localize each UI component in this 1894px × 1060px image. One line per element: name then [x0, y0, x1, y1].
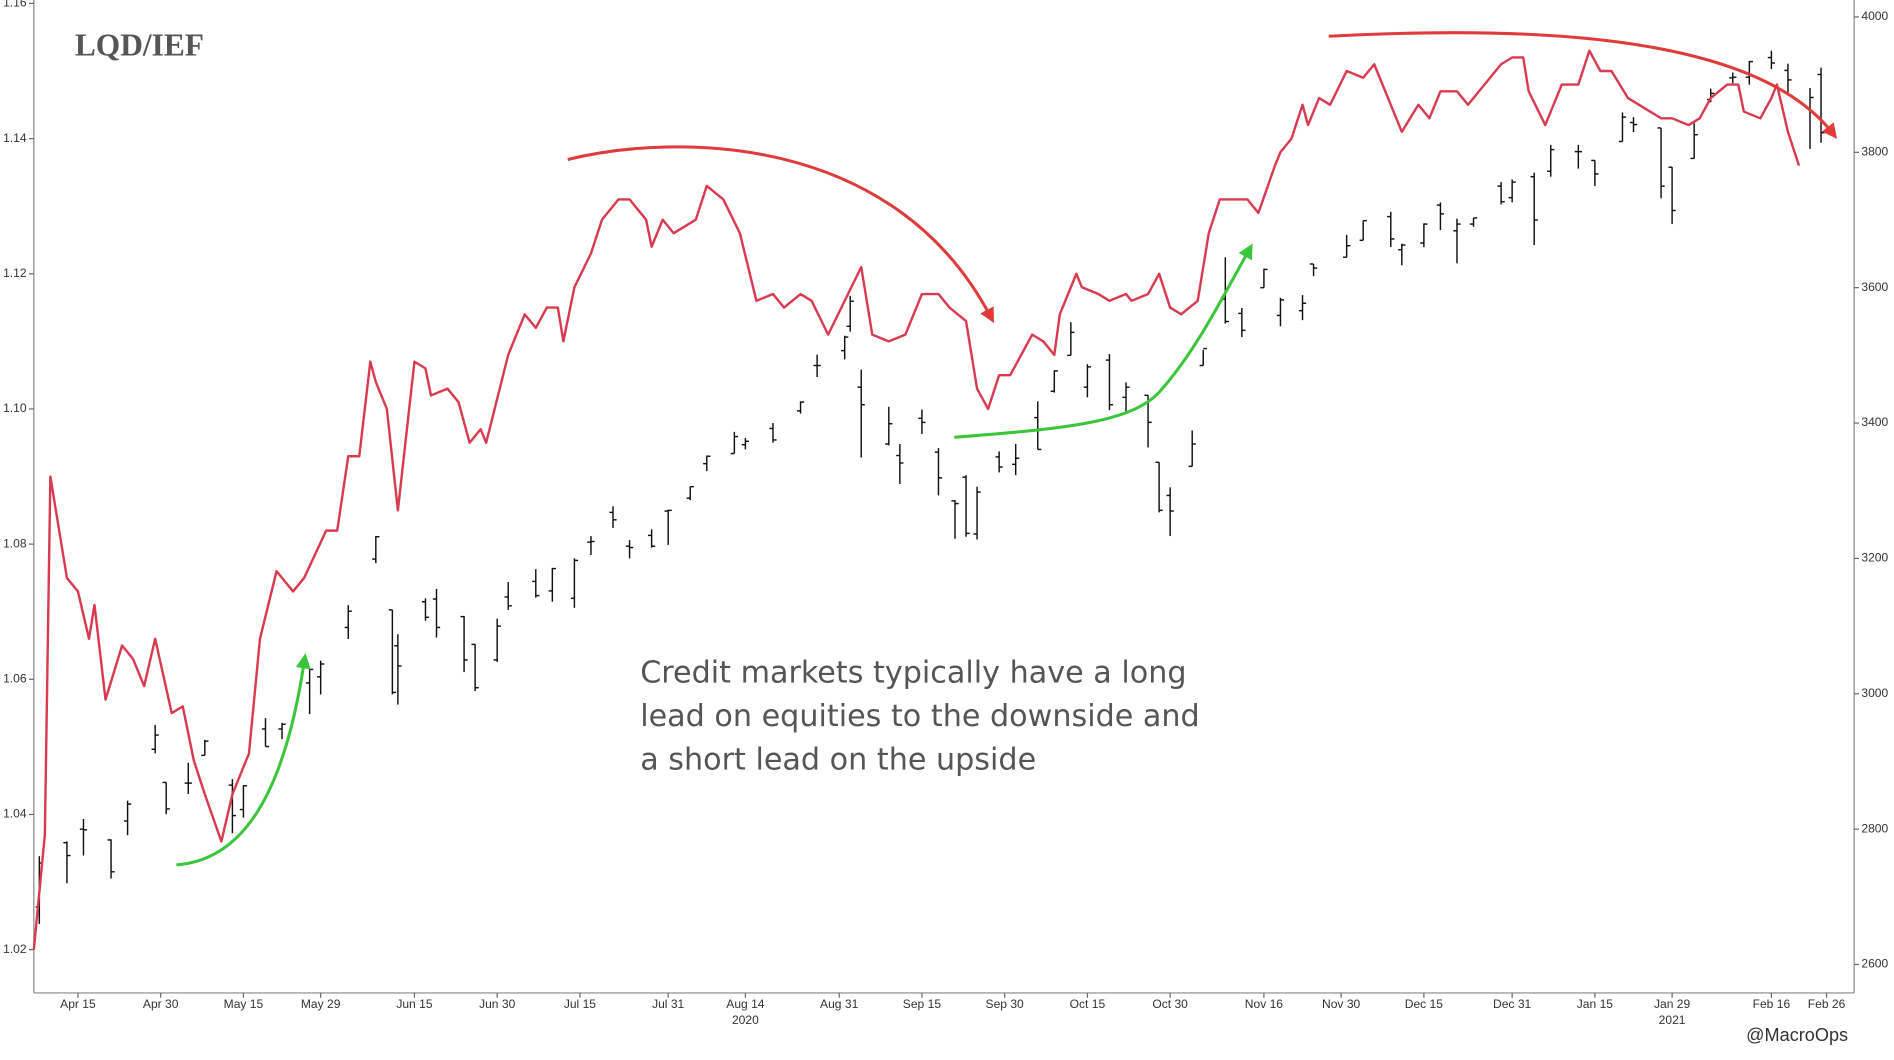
y-tick-label: 1.04	[3, 807, 27, 821]
x-tick-label: Sep 15	[903, 997, 942, 1011]
x-tick-label: Nov 30	[1322, 997, 1361, 1011]
x-tick-label: Sep 30	[986, 997, 1025, 1011]
ratio-line	[32, 49, 1801, 950]
x-tick-label: Dec 15	[1405, 997, 1444, 1011]
y2-tick-label: 3200	[1861, 551, 1888, 565]
year-label: 2020	[732, 1013, 759, 1027]
x-tick-label: Feb 26	[1808, 997, 1846, 1011]
x-tick-label: Oct 15	[1070, 997, 1106, 1011]
x-tick-label: Jun 30	[479, 997, 516, 1011]
trend-arrow	[954, 243, 1253, 439]
y-tick-label: 1.16	[3, 0, 27, 10]
trend-arrow	[176, 653, 311, 867]
y2-tick-label: 4000	[1861, 9, 1888, 23]
annotation: lead on equities to the downside and	[640, 699, 1200, 734]
x-tick-label: May 29	[301, 997, 341, 1011]
x-tick-label: Feb 16	[1753, 997, 1791, 1011]
x-tick-label: Oct 30	[1152, 997, 1188, 1011]
y-tick-label: 1.08	[3, 536, 27, 550]
x-tick-label: Jun 15	[396, 997, 433, 1011]
source-label: @MacroOps	[1746, 1025, 1848, 1045]
annotation: Credit markets typically have a long	[640, 656, 1186, 691]
trend-arrow	[1328, 31, 1838, 139]
y2-tick-label: 3800	[1861, 145, 1888, 159]
y2-tick-label: 3000	[1861, 686, 1888, 700]
x-tick-label: Jan 29	[1654, 997, 1691, 1011]
x-tick-label: Aug 31	[820, 997, 859, 1011]
x-tick-label: Apr 15	[60, 997, 96, 1011]
y2-tick-label: 2800	[1861, 821, 1888, 835]
x-tick-label: Nov 16	[1245, 997, 1284, 1011]
x-tick-label: Jan 15	[1577, 997, 1614, 1011]
y-tick-label: 1.12	[3, 266, 27, 280]
chart-title: LQD/IEF	[75, 28, 204, 63]
y-tick-label: 1.10	[3, 401, 27, 415]
year-label: 2021	[1659, 1013, 1686, 1027]
plot-area	[32, 49, 1825, 950]
x-tick-label: Jul 15	[564, 997, 596, 1011]
x-tick-label: May 15	[224, 997, 264, 1011]
y-tick-label: 1.14	[3, 131, 27, 145]
trend-arrow	[567, 145, 995, 324]
x-tick-label: Apr 30	[143, 997, 179, 1011]
y2-tick-label: 3600	[1861, 280, 1888, 294]
annotation: a short lead on the upside	[640, 743, 1036, 778]
y2-tick-label: 3400	[1861, 415, 1888, 429]
x-tick-label: Dec 31	[1493, 997, 1532, 1011]
y2-tick-label: 2600	[1861, 957, 1888, 971]
y-tick-label: 1.06	[3, 671, 27, 685]
x-tick-label: Jul 31	[652, 997, 684, 1011]
y-tick-label: 1.02	[3, 942, 27, 956]
x-tick-label: Aug 14	[726, 997, 765, 1011]
